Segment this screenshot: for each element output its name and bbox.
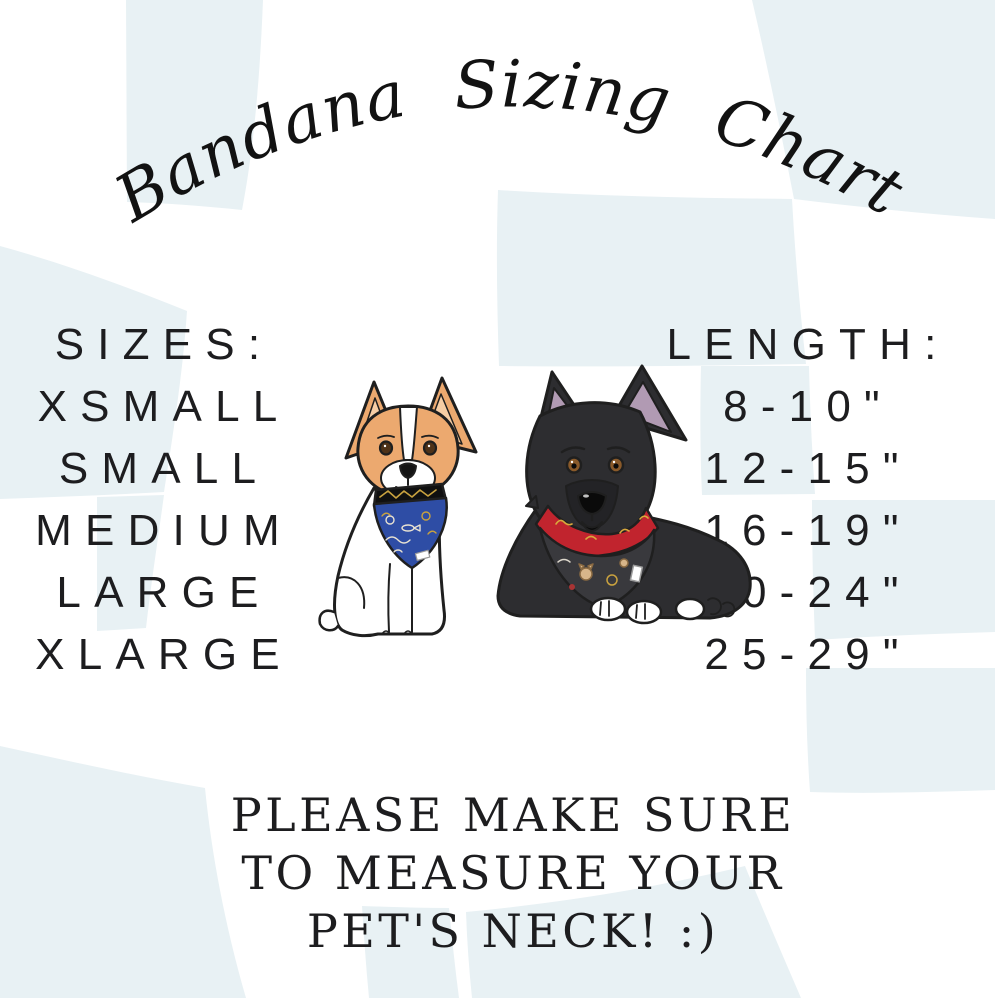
sizes-column: SIZES: XSMALL SMALL MEDIUM LARGE XLARGE <box>8 314 320 686</box>
check-patch <box>806 668 995 793</box>
length-value-small: 12-15" <box>704 444 912 493</box>
measure-note: PLEASE MAKE SURE TO MEASURE YOUR PET'S N… <box>188 786 838 960</box>
check-patch <box>700 366 815 495</box>
check-patch <box>0 246 187 499</box>
measure-note-line1: PLEASE MAKE SURE <box>230 788 796 842</box>
check-patch <box>466 866 801 998</box>
check-patch <box>362 906 459 998</box>
size-label-xsmall: XSMALL <box>37 382 291 431</box>
check-patch <box>752 0 995 219</box>
dogs-illustration <box>318 364 752 638</box>
measure-note-line2: TO MEASURE YOUR <box>241 846 785 900</box>
check-patch <box>126 0 263 210</box>
size-label-medium: MEDIUM <box>35 506 293 555</box>
check-patch <box>496 190 806 367</box>
corgi-dog <box>318 376 478 638</box>
check-patch <box>0 746 246 998</box>
size-label-small: SMALL <box>58 444 270 493</box>
size-label-large: LARGE <box>56 568 272 617</box>
length-value-xsmall: 8-10" <box>723 382 893 431</box>
length-value-xlarge: 25-29" <box>704 630 912 679</box>
black-dog <box>496 364 752 625</box>
check-patch <box>97 495 164 631</box>
sizes-header: SIZES: <box>54 320 274 369</box>
title-arc: Bandana Sizing Chart <box>102 47 916 237</box>
size-label-xlarge: XLARGE <box>35 630 293 679</box>
svg-text:Bandana Sizing Chart: Bandana Sizing Chart <box>102 47 916 237</box>
length-value-medium: 16-19" <box>704 506 912 555</box>
measure-note-line3: PET'S NECK! :) <box>306 904 720 958</box>
length-header: LENGTH: <box>666 320 950 369</box>
page-title: Bandana Sizing Chart <box>102 47 915 237</box>
check-patch <box>812 500 995 640</box>
